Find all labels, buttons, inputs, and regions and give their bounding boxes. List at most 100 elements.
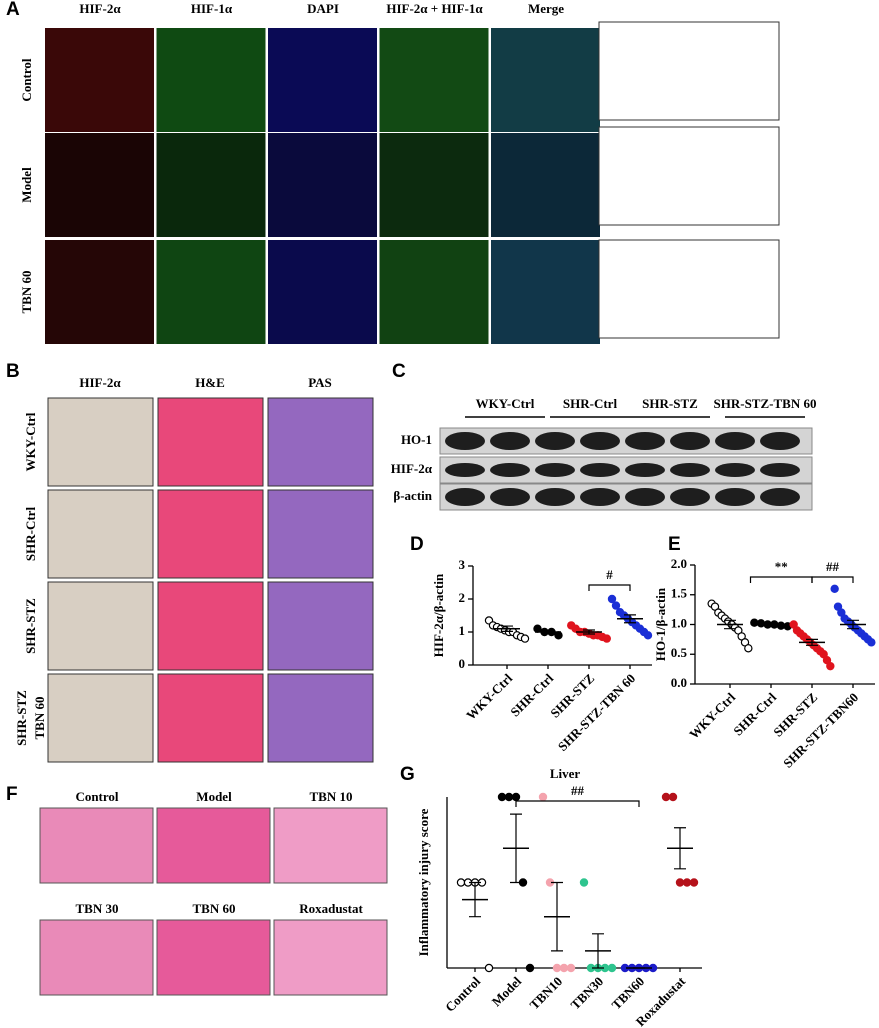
error-bar <box>806 638 818 646</box>
data-point <box>661 792 671 802</box>
data-point <box>520 634 530 643</box>
panel-label: A <box>6 0 20 20</box>
y-axis-label: HIF-2α/β-actin <box>431 573 446 657</box>
micrograph <box>379 133 489 237</box>
group-label: SHR-STZ <box>642 396 698 411</box>
data-point <box>756 619 766 628</box>
micrograph <box>45 133 154 237</box>
data-point <box>579 878 589 887</box>
data-point <box>511 792 521 802</box>
micrograph <box>267 397 374 487</box>
band-label: β-actin <box>393 488 432 503</box>
micrograph <box>491 133 600 237</box>
micrograph <box>47 581 154 671</box>
x-tick-label: WKY-Ctrl <box>686 689 738 741</box>
row-label: TBN 60 <box>32 697 47 740</box>
data-point <box>668 792 678 802</box>
data-point <box>675 878 685 887</box>
group-label: SHR-Ctrl <box>563 396 618 411</box>
micrograph <box>491 240 600 344</box>
blot-band <box>625 463 665 477</box>
blot-band <box>670 488 710 506</box>
blot-band <box>760 432 800 450</box>
micrograph <box>273 807 388 884</box>
data-point <box>566 963 576 973</box>
data-point <box>830 584 839 594</box>
data-point <box>826 661 835 671</box>
micrograph <box>45 28 154 132</box>
blot-band <box>580 463 620 477</box>
error-bar <box>847 619 859 630</box>
data-point <box>497 792 507 802</box>
micrograph <box>268 28 377 132</box>
error-bar <box>765 623 777 626</box>
data-point <box>538 792 548 802</box>
y-tick-label: 1.5 <box>671 586 688 601</box>
profile-plot <box>598 126 780 226</box>
chart-title: Liver <box>550 766 581 781</box>
blot-band <box>490 432 530 450</box>
error-bar <box>469 881 481 918</box>
blot-band <box>490 463 530 477</box>
micrograph <box>267 673 374 763</box>
blot-band <box>715 463 755 477</box>
data-point <box>607 963 617 973</box>
data-point <box>456 878 466 887</box>
micrograph <box>267 489 374 579</box>
significance-label: ## <box>571 783 585 798</box>
row-label: SHR-STZ <box>14 690 29 746</box>
blot-band <box>625 432 665 450</box>
blot-band <box>715 432 755 450</box>
micrograph <box>156 807 271 884</box>
column-header: HIF-2α <box>79 1 121 16</box>
blot-band <box>490 488 530 506</box>
profile-plot <box>598 21 780 121</box>
error-bar <box>674 827 686 870</box>
panel-label: D <box>410 534 424 555</box>
significance-bracket <box>749 576 813 583</box>
micrograph <box>157 397 264 487</box>
group-label: SHR-STZ-TBN 60 <box>714 396 817 411</box>
micrograph <box>156 133 266 237</box>
data-point <box>559 963 569 973</box>
row-label: SHR-Ctrl <box>23 507 38 562</box>
panel-label: B <box>6 361 20 382</box>
data-point <box>643 631 653 640</box>
data-point <box>689 878 699 887</box>
data-point <box>484 963 494 973</box>
micrograph <box>268 240 377 344</box>
panel-label: G <box>400 764 415 785</box>
error-bar <box>583 629 595 635</box>
micrograph <box>157 673 264 763</box>
micrograph <box>157 581 264 671</box>
x-tick-label: Control <box>442 973 483 1014</box>
significance-bracket <box>515 800 640 807</box>
micrograph <box>268 133 377 237</box>
image-label: TBN 30 <box>76 901 119 916</box>
micrograph <box>491 28 600 132</box>
group-label: WKY-Ctrl <box>476 396 535 411</box>
x-tick-label: SHR-STZ-TBN60 <box>780 690 861 771</box>
micrograph <box>379 28 489 132</box>
significance-label: ** <box>775 559 788 574</box>
blot-band <box>445 463 485 477</box>
data-point <box>607 594 617 604</box>
y-axis-label: Inflammatory injury score <box>416 808 431 956</box>
error-bar <box>542 629 554 635</box>
error-bar <box>724 619 736 630</box>
column-header: H&E <box>195 375 225 390</box>
error-bar <box>592 933 604 969</box>
x-tick-label: Model <box>489 973 525 1009</box>
image-label: Roxadustat <box>299 901 363 916</box>
panel-label: C <box>392 361 406 382</box>
y-tick-label: 0.0 <box>671 675 687 690</box>
blot-band <box>535 463 575 477</box>
data-point <box>533 624 542 633</box>
y-tick-label: 0.5 <box>671 645 688 660</box>
significance-label: # <box>606 567 613 582</box>
micrograph <box>273 919 388 996</box>
blot-band <box>760 463 800 477</box>
micrograph <box>39 919 154 996</box>
band-label: HO-1 <box>401 432 432 447</box>
